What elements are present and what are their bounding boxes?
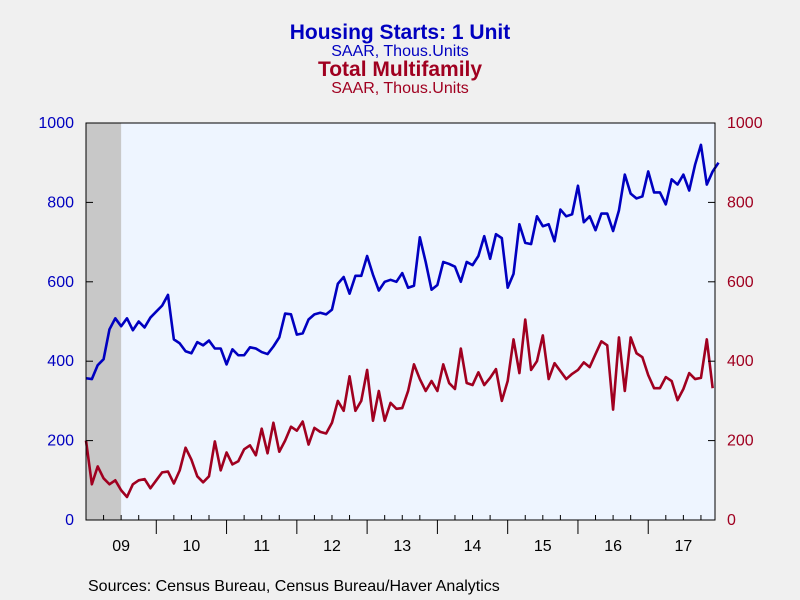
x-tick-label: 13 <box>393 538 411 555</box>
chart-title-left-series: Housing Starts: 1 Unit <box>289 21 511 44</box>
chart-titles: Housing Starts: 1 Unit SAAR, Thous.Units… <box>0 21 800 97</box>
x-tick-label: 10 <box>183 538 201 555</box>
series-line-housing-starts-1-unit <box>85 143 720 381</box>
y-right-tick-label: 0 <box>727 512 736 529</box>
plot-area <box>86 123 715 520</box>
x-tick-label: 12 <box>323 538 341 555</box>
y-left-tick-label: 800 <box>47 194 74 211</box>
series-line-total-multifamily <box>84 318 714 499</box>
y-right-tick-label: 800 <box>727 194 754 211</box>
recession-shading <box>86 123 122 520</box>
chart-subtitle-left-series: SAAR, Thous.Units <box>331 43 469 60</box>
x-tick-label: 14 <box>464 538 482 555</box>
x-tick-label: 17 <box>674 538 692 555</box>
y-right-tick-label: 1000 <box>727 115 763 132</box>
source-note: Sources: Census Bureau, Census Bureau/Ha… <box>88 578 500 595</box>
y-left-tick-label: 1000 <box>38 115 74 132</box>
chart-subtitle-right-series: SAAR, Thous.Units <box>331 80 469 97</box>
y-right-tick-label: 200 <box>727 433 754 450</box>
chart-title-right-series: Total Multifamily <box>317 58 483 81</box>
plot-border <box>85 122 716 521</box>
y-left-tick-label: 0 <box>65 512 74 529</box>
x-tick-label: 09 <box>112 538 130 555</box>
x-tick-label: 16 <box>604 538 622 555</box>
x-tick-label: 11 <box>253 538 270 555</box>
y-left-tick-label: 200 <box>47 433 74 450</box>
y-left-tick-label: 400 <box>47 353 74 370</box>
y-left-tick-label: 600 <box>47 274 74 291</box>
y-right-tick-label: 400 <box>727 353 754 370</box>
y-right-tick-label: 600 <box>727 274 754 291</box>
x-tick-label: 15 <box>534 538 552 555</box>
